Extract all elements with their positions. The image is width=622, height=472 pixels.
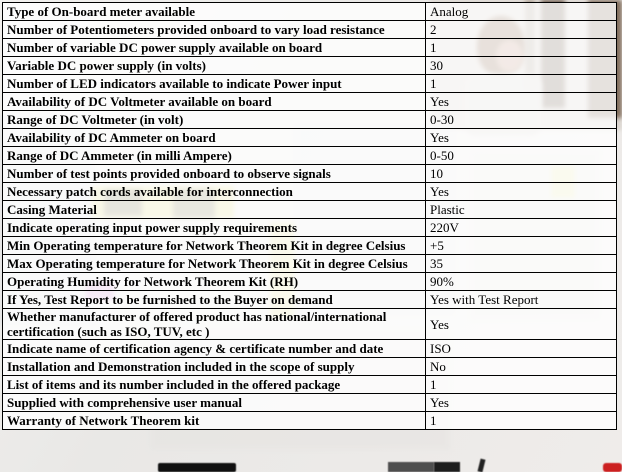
spec-label: Number of variable DC power supply avail… — [2, 38, 426, 57]
spec-row: Necessary patch cords available for inte… — [2, 182, 617, 201]
spec-value: Yes — [425, 393, 617, 412]
spec-value: Yes — [425, 182, 617, 201]
spec-label: If Yes, Test Report to be furnished to t… — [2, 290, 426, 309]
spec-row: Type of On-board meter available Analog — [2, 2, 617, 21]
spec-label: Installation and Demonstration included … — [2, 357, 426, 376]
spec-row: Variable DC power supply (in volts) 30 — [2, 56, 617, 75]
photo-bottom-gray-item — [388, 462, 434, 472]
spec-label: Type of On-board meter available — [2, 2, 426, 21]
spec-label: Min Operating temperature for Network Th… — [2, 236, 426, 255]
spec-row: Warranty of Network Theorem kit 1 — [2, 411, 617, 430]
spec-value: Yes — [425, 308, 617, 340]
spec-row: Min Operating temperature for Network Th… — [2, 236, 617, 255]
spec-value: 35 — [425, 254, 617, 273]
spec-row: Installation and Demonstration included … — [2, 357, 617, 376]
spec-value: 2 — [425, 20, 617, 39]
spec-value: 0-30 — [425, 110, 617, 129]
spec-label: Number of LED indicators available to in… — [2, 74, 426, 93]
spec-row: Number of LED indicators available to in… — [2, 74, 617, 93]
spec-label: Casing Material — [2, 200, 426, 219]
spec-table: Type of On-board meter available Analog Nu… — [2, 2, 617, 430]
spec-label: List of items and its number included in… — [2, 375, 426, 394]
spec-value: Yes — [425, 92, 617, 111]
spec-label: Number of Potentiometers provided onboar… — [2, 20, 426, 39]
spec-label: Range of DC Voltmeter (in volt) — [2, 110, 426, 129]
spec-label: Availability of DC Ammeter on board — [2, 128, 426, 147]
spec-label: Number of test points provided onboard t… — [2, 164, 426, 183]
spec-value: Yes — [425, 128, 617, 147]
spec-row: Range of DC Ammeter (in milli Ampere) 0-5… — [2, 146, 617, 165]
spec-label: Operating Humidity for Network Theorem K… — [2, 272, 426, 291]
spec-value: 30 — [425, 56, 617, 75]
spec-row: If Yes, Test Report to be furnished to t… — [2, 290, 617, 309]
spec-label: Necessary patch cords available for inte… — [2, 182, 426, 201]
spec-value: +5 — [425, 236, 617, 255]
spec-row: Number of test points provided onboard t… — [2, 164, 617, 183]
spec-value: ISO — [425, 339, 617, 358]
spec-row: Indicate name of certification agency & … — [2, 339, 617, 358]
spec-label: Variable DC power supply (in volts) — [2, 56, 426, 75]
spec-row: Number of variable DC power supply avail… — [2, 38, 617, 57]
spec-row: Availability of DC Voltmeter available o… — [2, 92, 617, 111]
spec-label: Max Operating temperature for Network Th… — [2, 254, 426, 273]
spec-value: Plastic — [425, 200, 617, 219]
spec-row: Availability of DC Ammeter on board Yes — [2, 128, 617, 147]
spec-value: No — [425, 357, 617, 376]
spec-table-body: Type of On-board meter available Analog Nu… — [2, 2, 617, 430]
photo-bottom-dark-item — [434, 462, 460, 472]
photo-bottom-black-item — [158, 463, 236, 472]
spec-label: Availability of DC Voltmeter available o… — [2, 92, 426, 111]
spec-label: Supplied with comprehensive user manual — [2, 393, 426, 412]
spec-row: Casing Material Plastic — [2, 200, 617, 219]
spec-label: Indicate name of certification agency & … — [2, 339, 426, 358]
spec-row: Supplied with comprehensive user manual Y… — [2, 393, 617, 412]
spec-value: Yes with Test Report — [425, 290, 617, 309]
spec-row: Indicate operating input power supply re… — [2, 218, 617, 237]
spec-value: 1 — [425, 74, 617, 93]
spec-label: Indicate operating input power supply re… — [2, 218, 426, 237]
spec-row: Max Operating temperature for Network Th… — [2, 254, 617, 273]
spec-label: Range of DC Ammeter (in milli Ampere) — [2, 146, 426, 165]
spec-label: Warranty of Network Theorem kit — [2, 411, 426, 430]
spec-value: 1 — [425, 38, 617, 57]
spec-row: Operating Humidity for Network Theorem K… — [2, 272, 617, 291]
spec-label: Whether manufacturer of offered product … — [2, 308, 426, 340]
spec-row: Whether manufacturer of offered product … — [2, 308, 617, 340]
photo-bottom-red-item — [603, 463, 622, 472]
spec-value: 90% — [425, 272, 617, 291]
spec-row: List of items and its number included in… — [2, 375, 617, 394]
spec-value: 10 — [425, 164, 617, 183]
spec-row: Number of Potentiometers provided onboar… — [2, 20, 617, 39]
spec-value: 220V — [425, 218, 617, 237]
spec-row: Range of DC Voltmeter (in volt) 0-30 — [2, 110, 617, 129]
spec-value: Analog — [425, 2, 617, 21]
spec-value: 1 — [425, 411, 617, 430]
spec-value: 1 — [425, 375, 617, 394]
photo-bottom-cable — [477, 458, 486, 472]
spec-value: 0-50 — [425, 146, 617, 165]
